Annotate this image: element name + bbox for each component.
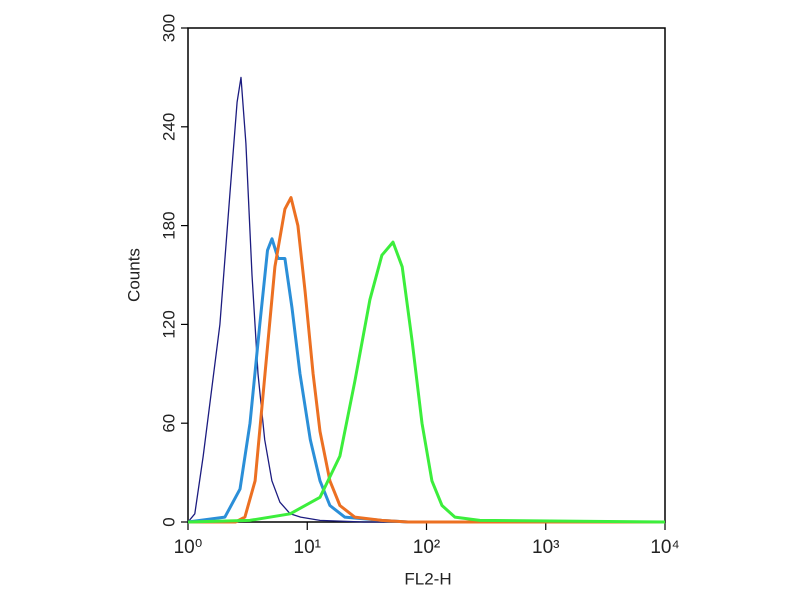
x-tick-label: 10¹ <box>294 537 321 558</box>
histogram-line <box>187 240 666 524</box>
histogram-line <box>187 76 665 523</box>
histogram-line <box>188 196 665 524</box>
x-tick-label: 10⁰ <box>174 537 203 558</box>
y-tick-label: 300 <box>159 14 178 42</box>
y-tick-label: 60 <box>159 414 178 433</box>
y-tick-label: 120 <box>159 310 178 338</box>
y-tick-label: 180 <box>159 211 178 239</box>
x-tick-label: 10² <box>413 537 440 558</box>
y-tick-label: 0 <box>159 517 178 526</box>
x-tick-label: 10⁴ <box>650 537 679 558</box>
histogram-line <box>187 237 665 524</box>
x-axis-title: FL2-H <box>404 569 451 588</box>
y-tick-label: 240 <box>159 113 178 141</box>
x-tick-label: 10³ <box>532 537 559 558</box>
y-axis-title: Counts <box>124 248 143 302</box>
